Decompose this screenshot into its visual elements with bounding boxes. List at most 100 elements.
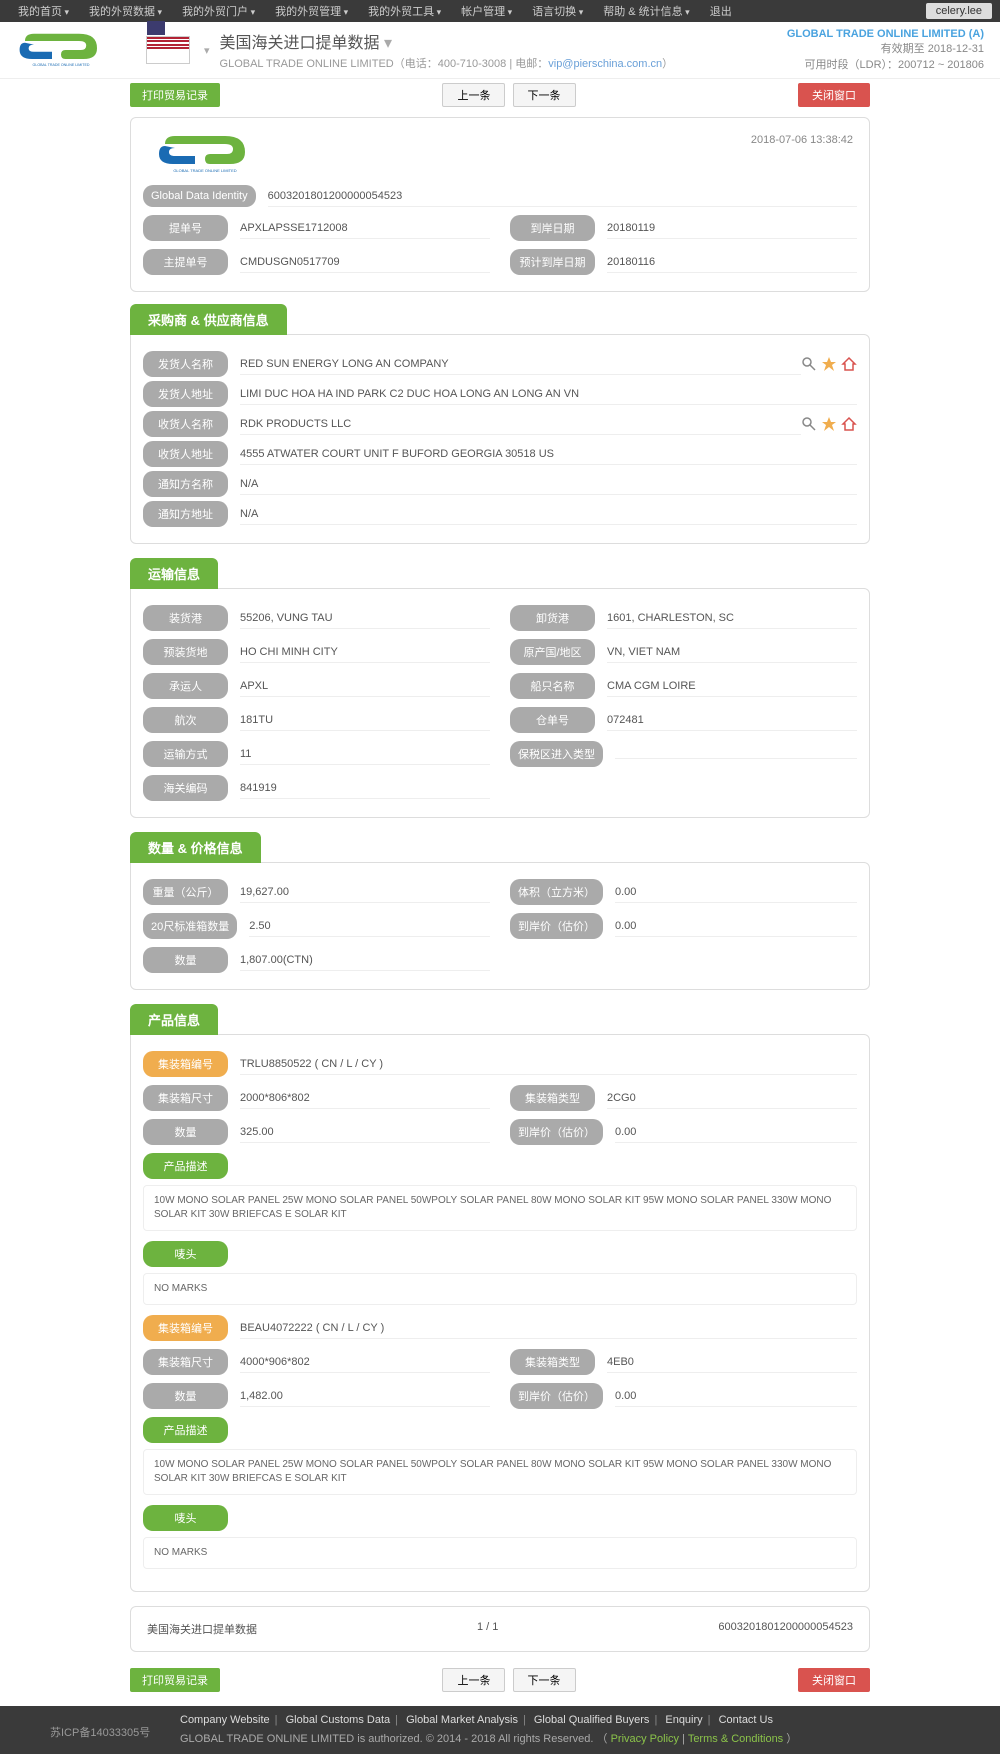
origin: VN, VIET NAM [607,642,857,663]
container-no-label: 集装箱编号 [143,1051,228,1077]
print-button[interactable]: 打印贸易记录 [130,83,220,107]
consignee-addr-label: 收货人地址 [143,441,228,467]
meta-panel: 2018-07-06 13:38:42 GLOBAL TRADE ONLINE … [130,117,870,292]
qty-header: 数量 & 价格信息 [130,832,261,863]
nav-help[interactable]: 帮助 & 统计信息 [593,3,699,19]
footer-link[interactable]: Global Customs Data [286,1714,391,1726]
shipper-addr: LIMI DUC HOA HA IND PARK C2 DUC HOA LONG… [240,384,857,405]
container-type-label: 集装箱类型 [510,1085,595,1111]
home-icon[interactable] [841,356,857,372]
hs: 841919 [240,778,490,799]
origin-label: 原产国/地区 [510,639,595,665]
next-button-bottom[interactable]: 下一条 [513,1668,576,1692]
container-no: TRLU8850522 ( CN / L / CY ) [240,1054,857,1075]
foot-left: 美国海关进口提单数据 [147,1621,257,1637]
flag-caret-icon[interactable]: ▾ [204,44,210,57]
terms-link[interactable]: Terms & Conditions [688,1733,783,1745]
unload-port: 1601, CHARLESTON, SC [607,608,857,629]
product-section: 产品信息 集装箱编号 TRLU8850522 ( CN / L / CY ) 集装箱… [130,1004,870,1592]
nav-logout[interactable]: 退出 [700,3,742,19]
teu: 2.50 [249,916,490,937]
teu-label: 20尺标准箱数量 [143,913,237,939]
hs-label: 海关编码 [143,775,228,801]
ldr-text: 可用时段（LDR）：200712 ~ 201806 [787,56,984,72]
svg-text:GLOBAL TRADE ONLINE LIMITED: GLOBAL TRADE ONLINE LIMITED [33,63,90,67]
parties-header: 采购商 & 供应商信息 [130,304,287,335]
search-icon[interactable] [801,356,817,372]
footer-link[interactable]: Contact Us [719,1714,773,1726]
weight: 19,627.00 [240,882,490,903]
desc-label: 产品描述 [143,1417,228,1443]
container-size-label: 集装箱尺寸 [143,1085,228,1111]
search-icon[interactable] [801,416,817,432]
star-icon[interactable] [821,416,837,432]
home-icon[interactable] [841,416,857,432]
footer-copyright: GLOBAL TRADE ONLINE LIMITED is authorize… [180,1730,797,1746]
top-nav: 我的首页 我的外贸数据 我的外贸门户 我的外贸管理 我的外贸工具 帐户管理 语言… [0,0,1000,22]
expire-text: 有效期至 2018-12-31 [787,40,984,56]
next-button[interactable]: 下一条 [513,83,576,107]
carrier-label: 承运人 [143,673,228,699]
svg-text:GLOBAL TRADE ONLINE LIMITED: GLOBAL TRADE ONLINE LIMITED [173,168,236,173]
cif: 0.00 [615,916,857,937]
shipper-name: RED SUN ENERGY LONG AN COMPANY [240,354,801,375]
nav-account[interactable]: 帐户管理 [451,3,522,19]
action-bar-bottom: 打印贸易记录 上一条 下一条 关闭窗口 [130,1664,870,1696]
nav-home[interactable]: 我的首页 [8,3,79,19]
nav-lang[interactable]: 语言切换 [522,3,593,19]
desc-text: 10W MONO SOLAR PANEL 25W MONO SOLAR PANE… [143,1185,857,1231]
notify-name: N/A [240,474,857,495]
close-button[interactable]: 关闭窗口 [798,83,870,107]
gdi-label: Global Data Identity [143,185,256,207]
master-value: CMDUSGN0517709 [240,252,490,273]
item-cif-label: 到岸价（估价） [510,1383,603,1409]
nav-manage[interactable]: 我的外贸管理 [265,3,358,19]
user-badge[interactable]: celery.lee [926,3,992,19]
warehouse-label: 仓单号 [510,707,595,733]
nav-data[interactable]: 我的外贸数据 [79,3,172,19]
item-qty-label: 数量 [143,1383,228,1409]
star-icon[interactable] [821,356,837,372]
consignee-name: RDK PRODUCTS LLC [240,414,801,435]
count-label: 数量 [143,947,228,973]
product-header: 产品信息 [130,1004,218,1035]
container-size-label: 集装箱尺寸 [143,1349,228,1375]
mode-label: 运输方式 [143,741,228,767]
close-button-bottom[interactable]: 关闭窗口 [798,1668,870,1692]
print-button-bottom[interactable]: 打印贸易记录 [130,1668,220,1692]
item-cif: 0.00 [615,1122,857,1143]
transport-section: 运输信息 装货港55206, VUNG TAU 卸货港1601, CHARLES… [130,558,870,818]
weight-label: 重量（公斤） [143,879,228,905]
email-link[interactable]: vip@pierschina.com.cn [548,58,662,70]
arrive-label: 到岸日期 [510,215,595,241]
unload-port-label: 卸货港 [510,605,595,631]
desc-text: 10W MONO SOLAR PANEL 25W MONO SOLAR PANE… [143,1449,857,1495]
item-cif: 0.00 [615,1386,857,1407]
nav-tools[interactable]: 我的外贸工具 [358,3,451,19]
footer-link[interactable]: Enquiry [665,1714,702,1726]
count: 1,807.00(CTN) [240,950,490,971]
header-right: GLOBAL TRADE ONLINE LIMITED (A) 有效期至 201… [787,28,984,72]
mode: 11 [240,744,490,765]
item-qty: 1,482.00 [240,1386,490,1407]
flag-us-icon [146,36,190,64]
foot-right: 6003201801200000054523 [718,1621,853,1637]
preload-label: 预装货地 [143,639,228,665]
vol: 0.00 [615,882,857,903]
privacy-link[interactable]: Privacy Policy [611,1733,679,1745]
foot-pager: 1 / 1 [257,1621,718,1637]
prev-button[interactable]: 上一条 [442,83,505,107]
nav-portal[interactable]: 我的外贸门户 [172,3,265,19]
footer-link[interactable]: Company Website [180,1714,270,1726]
container-type: 2CG0 [607,1088,857,1109]
notify-name-label: 通知方名称 [143,471,228,497]
prev-button-bottom[interactable]: 上一条 [442,1668,505,1692]
container-size: 2000*806*802 [240,1088,490,1109]
bonded-label: 保税区进入类型 [510,741,603,767]
footer-link[interactable]: Global Market Analysis [406,1714,518,1726]
transport-header: 运输信息 [130,558,218,589]
action-bar-top: 打印贸易记录 上一条 下一条 关闭窗口 [130,79,870,111]
panel-logo-icon: GLOBAL TRADE ONLINE LIMITED [155,134,255,174]
footer-link[interactable]: Global Qualified Buyers [534,1714,650,1726]
marks-label: 唛头 [143,1505,228,1531]
